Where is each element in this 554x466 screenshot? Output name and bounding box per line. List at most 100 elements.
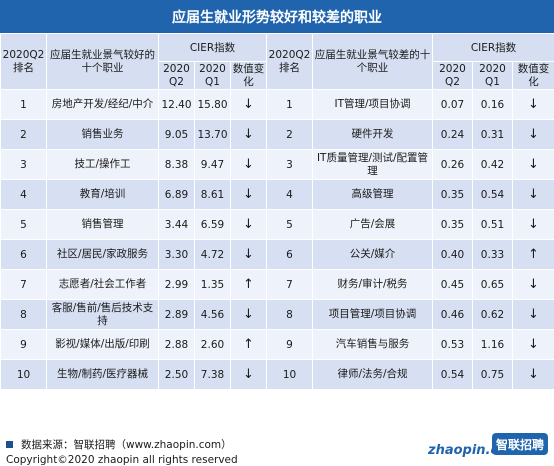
good-q2-cell: 8.38 [158,149,195,180]
bad-q2-cell: 0.07 [432,89,473,120]
header-bad-occupation: 应届生就业景气较差的十个职业 [312,33,433,90]
occupation-table: 2020Q2排名 应届生就业景气较好的十个职业 CIER指数 2020Q2排名 … [0,33,554,390]
good-q1-cell: 1.35 [194,269,231,300]
page-title: 应届生就业形势较好和较差的职业 [0,0,554,33]
header-q2-right: 2020 Q2 [432,61,473,90]
header-q2-left: 2020 Q2 [158,61,195,90]
zhaopin-logo: zhaopin.com 智联招聘 [428,431,548,463]
header-q1-left: 2020 Q1 [194,61,231,90]
good-q2-cell: 6.89 [158,179,195,210]
header-rank-right: 2020Q2排名 [266,33,313,90]
good-q2-cell: 3.30 [158,239,195,270]
bad-q1-cell: 0.51 [472,209,513,240]
header-change-right: 数值变化 [512,61,554,90]
header-change-left: 数值变化 [230,61,267,90]
table-row: 4 教育/培训 6.89 8.61 ↓ 4 高级管理 0.35 0.54 ↓ [0,179,554,210]
good-occupation-cell: 社区/居民/家政服务 [46,239,159,270]
bad-change-cell: ↓ [512,149,554,180]
bad-change-cell: ↓ [512,299,554,330]
good-change-cell: ↓ [230,179,267,210]
bad-occupation-cell: 硬件开发 [312,119,433,150]
bad-occupation-cell: 广告/会展 [312,209,433,240]
bad-rank-cell: 9 [266,329,313,360]
bad-occupation-cell: 律师/法务/合规 [312,359,433,390]
good-occupation-cell: 销售业务 [46,119,159,150]
bad-occupation-cell: IT质量管理/测试/配置管理 [312,149,433,180]
bad-rank-cell: 2 [266,119,313,150]
bad-rank-cell: 4 [266,179,313,210]
table-row: 10 生物/制药/医疗器械 2.50 7.38 ↓ 10 律师/法务/合规 0.54 0.75 ↓ [0,359,554,390]
bad-q2-cell: 0.26 [432,149,473,180]
rank-cell: 8 [0,299,47,330]
good-q1-cell: 13.70 [194,119,231,150]
good-occupation-cell: 客服/售前/售后技术支持 [46,299,159,330]
good-q2-cell: 2.99 [158,269,195,300]
bad-occupation-cell: 公关/媒介 [312,239,433,270]
table-row: 5 销售管理 3.44 6.59 ↓ 5 广告/会展 0.35 0.51 ↓ [0,209,554,240]
bad-q1-cell: 0.54 [472,179,513,210]
table-row: 2 销售业务 9.05 13.70 ↓ 2 硬件开发 0.24 0.31 ↓ [0,119,554,150]
bad-rank-cell: 3 [266,149,313,180]
good-occupation-cell: 影视/媒体/出版/印刷 [46,329,159,360]
bad-q2-cell: 0.24 [432,119,473,150]
rank-cell: 5 [0,209,47,240]
good-q2-cell: 2.88 [158,329,195,360]
good-occupation-cell: 销售管理 [46,209,159,240]
table-row: 3 技工/操作工 8.38 9.47 ↓ 3 IT质量管理/测试/配置管理 0.26 0.42 ↓ [0,149,554,180]
bad-rank-cell: 1 [266,89,313,120]
good-q1-cell: 15.80 [194,89,231,120]
data-source: 数据来源：智联招聘（www.zhaopin.com） [6,437,232,452]
bad-rank-cell: 8 [266,299,313,330]
rank-cell: 9 [0,329,47,360]
bad-q2-cell: 0.35 [432,209,473,240]
bad-change-cell: ↓ [512,119,554,150]
bad-rank-cell: 10 [266,359,313,390]
good-q2-cell: 2.50 [158,359,195,390]
good-q1-cell: 8.61 [194,179,231,210]
bad-change-cell: ↓ [512,269,554,300]
bad-q2-cell: 0.54 [432,359,473,390]
bad-q1-cell: 0.33 [472,239,513,270]
header-cier-left: CIER指数 [158,33,267,62]
good-q2-cell: 3.44 [158,209,195,240]
good-q2-cell: 2.89 [158,299,195,330]
table-row: 9 影视/媒体/出版/印刷 2.88 2.60 ↑ 9 汽车销售与服务 0.53 1.16 ↓ [0,329,554,360]
table-row: 7 志愿者/社会工作者 2.99 1.35 ↑ 7 财务/审计/税务 0.45 0.65 ↓ [0,269,554,300]
bad-q1-cell: 0.75 [472,359,513,390]
good-q1-cell: 2.60 [194,329,231,360]
good-occupation-cell: 志愿者/社会工作者 [46,269,159,300]
good-q2-cell: 9.05 [158,119,195,150]
bad-change-cell: ↓ [512,89,554,120]
rank-cell: 3 [0,149,47,180]
good-change-cell: ↓ [230,209,267,240]
rank-cell: 4 [0,179,47,210]
bad-q2-cell: 0.40 [432,239,473,270]
table-row: 8 客服/售前/售后技术支持 2.89 4.56 ↓ 8 项目管理/项目协调 0.46 0.62… [0,299,554,330]
bad-occupation-cell: 汽车销售与服务 [312,329,433,360]
bad-occupation-cell: IT管理/项目协调 [312,89,433,120]
logo-text-cn: 智联招聘 [492,433,548,455]
header-rank: 2020Q2排名 [0,33,47,90]
bad-q2-cell: 0.35 [432,179,473,210]
good-change-cell: ↑ [230,329,267,360]
data-source-text: 数据来源：智联招聘（www.zhaopin.com） [21,439,232,451]
bad-q2-cell: 0.46 [432,299,473,330]
bad-rank-cell: 6 [266,239,313,270]
bullet-square-icon [6,441,13,448]
bad-q1-cell: 1.16 [472,329,513,360]
bad-occupation-cell: 项目管理/项目协调 [312,299,433,330]
footer: 数据来源：智联招聘（www.zhaopin.com） Copyright©202… [0,431,554,466]
bad-change-cell: ↓ [512,209,554,240]
good-change-cell: ↓ [230,89,267,120]
bad-occupation-cell: 高级管理 [312,179,433,210]
rank-cell: 7 [0,269,47,300]
good-q1-cell: 6.59 [194,209,231,240]
good-change-cell: ↓ [230,239,267,270]
rank-cell: 2 [0,119,47,150]
copyright: Copyright©2020 zhaopin all rights reserv… [6,454,238,466]
bad-q1-cell: 0.31 [472,119,513,150]
good-change-cell: ↓ [230,149,267,180]
good-q1-cell: 4.56 [194,299,231,330]
good-occupation-cell: 技工/操作工 [46,149,159,180]
good-q2-cell: 12.40 [158,89,195,120]
